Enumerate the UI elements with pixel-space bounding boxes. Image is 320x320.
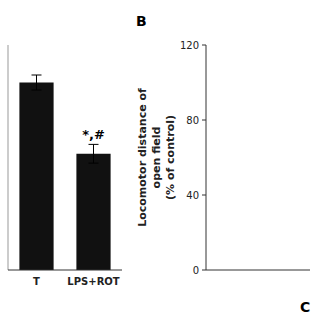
panel-label: B: [136, 13, 147, 29]
y-tick-label: 0: [193, 265, 199, 276]
x-axis-line: [206, 270, 310, 271]
error-cap: [32, 75, 42, 76]
x-axis-line: [8, 270, 122, 271]
x-tick-label: LPS+ROT: [67, 276, 119, 287]
y-tick: [202, 45, 206, 46]
y-axis-label-line: open field: [150, 127, 163, 189]
error-cap: [89, 144, 99, 145]
error-bar: [89, 144, 99, 163]
bar: [19, 83, 53, 271]
error-bar: [32, 75, 42, 90]
x-tick-label: T: [33, 276, 40, 287]
chart-root: T LPS+ROT *,# 0 40 80 120 Locomotor distance of…: [0, 0, 320, 320]
y-tick: [202, 195, 206, 196]
marks-a: [19, 75, 110, 270]
y-axis-label-line: (% of control): [164, 115, 177, 200]
y-axis-line: [8, 45, 9, 270]
panel-label: C: [300, 299, 310, 315]
y-tick: [202, 270, 206, 271]
error-cap: [32, 90, 42, 91]
error-line: [93, 144, 94, 163]
y-tick-label: 120: [180, 40, 199, 51]
y-tick-label: 80: [186, 115, 199, 126]
annotation: *,#: [82, 127, 105, 142]
bar: [76, 154, 110, 270]
y-tick-label: 40: [186, 190, 199, 201]
y-axis-label-line: Locomotor distance of: [136, 88, 149, 227]
y-tick: [202, 120, 206, 121]
y-axis-line: [206, 45, 207, 270]
error-line: [36, 75, 37, 90]
chart-svg: T LPS+ROT *,# 0 40 80 120 Locomotor distance of…: [0, 0, 320, 320]
error-cap: [89, 163, 99, 164]
y-axis-label: Locomotor distance ofopen field(% of con…: [136, 88, 177, 227]
